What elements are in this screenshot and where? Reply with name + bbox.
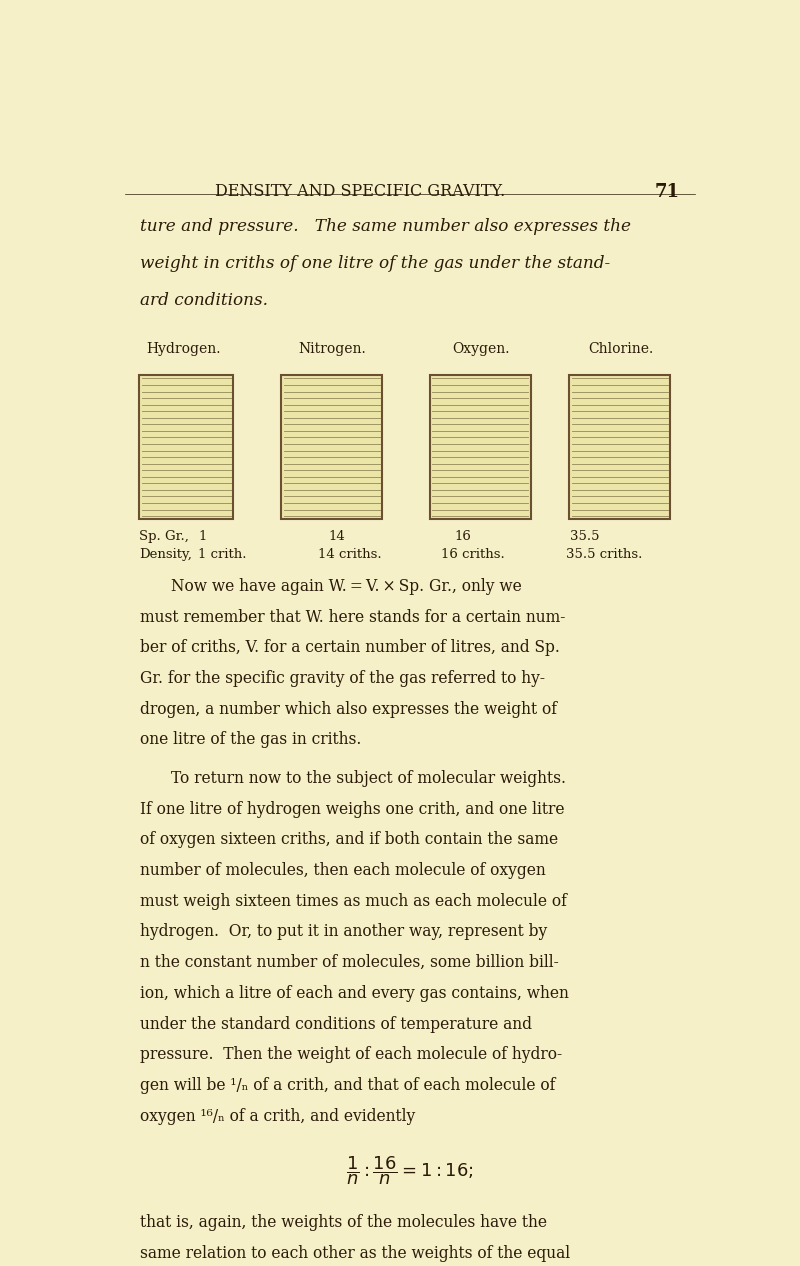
FancyBboxPatch shape	[430, 375, 531, 519]
Text: hydrogen.  Or, to put it in another way, represent by: hydrogen. Or, to put it in another way, …	[140, 923, 547, 941]
Text: 14: 14	[328, 530, 345, 543]
Text: $\dfrac{1}{n} : \dfrac{16}{n} = 1 : 16;$: $\dfrac{1}{n} : \dfrac{16}{n} = 1 : 16;$	[346, 1155, 474, 1186]
Text: If one litre of hydrogen weighs one crith, and one litre: If one litre of hydrogen weighs one crit…	[140, 800, 565, 818]
Text: 1: 1	[198, 530, 206, 543]
Text: drogen, a number which also expresses the weight of: drogen, a number which also expresses th…	[140, 701, 558, 718]
Text: must remember that W. here stands for a certain num-: must remember that W. here stands for a …	[140, 609, 566, 625]
FancyBboxPatch shape	[139, 375, 234, 519]
Text: Oxygen.: Oxygen.	[453, 342, 510, 356]
Text: Sp. Gr.,: Sp. Gr.,	[139, 530, 189, 543]
Text: 35.5 criths.: 35.5 criths.	[566, 548, 642, 561]
Text: ture and pressure.   The same number also expresses the: ture and pressure. The same number also …	[140, 218, 631, 235]
Text: 14 criths.: 14 criths.	[318, 548, 382, 561]
Text: must weigh sixteen times as much as each molecule of: must weigh sixteen times as much as each…	[140, 893, 567, 910]
Text: Now we have again W. = V. × Sp. Gr., only we: Now we have again W. = V. × Sp. Gr., onl…	[171, 577, 522, 595]
Text: that is, again, the weights of the molecules have the: that is, again, the weights of the molec…	[140, 1214, 547, 1232]
Text: 1 crith.: 1 crith.	[198, 548, 246, 561]
Text: Nitrogen.: Nitrogen.	[298, 342, 366, 356]
FancyBboxPatch shape	[281, 375, 382, 519]
Text: 16: 16	[454, 530, 471, 543]
Text: 71: 71	[654, 184, 680, 201]
Text: one litre of the gas in criths.: one litre of the gas in criths.	[140, 732, 362, 748]
Text: To return now to the subject of molecular weights.: To return now to the subject of molecula…	[171, 770, 566, 787]
Text: same relation to each other as the weights of the equal: same relation to each other as the weigh…	[140, 1246, 570, 1262]
FancyBboxPatch shape	[570, 375, 670, 519]
Text: ion, which a litre of each and every gas contains, when: ion, which a litre of each and every gas…	[140, 985, 569, 1001]
Text: pressure.  Then the weight of each molecule of hydro-: pressure. Then the weight of each molecu…	[140, 1046, 562, 1063]
Text: Gr. for the specific gravity of the gas referred to hy-: Gr. for the specific gravity of the gas …	[140, 670, 546, 687]
Text: 35.5: 35.5	[570, 530, 599, 543]
Text: Density,: Density,	[139, 548, 192, 561]
Text: n the constant number of molecules, some billion bill-: n the constant number of molecules, some…	[140, 955, 559, 971]
Text: Hydrogen.: Hydrogen.	[146, 342, 221, 356]
Text: DENSITY AND SPECIFIC GRAVITY.: DENSITY AND SPECIFIC GRAVITY.	[215, 184, 506, 200]
Text: of oxygen sixteen criths, and if both contain the same: of oxygen sixteen criths, and if both co…	[140, 832, 558, 848]
Text: ard conditions.: ard conditions.	[140, 292, 268, 309]
Text: weight in criths of one litre of the gas under the stand-: weight in criths of one litre of the gas…	[140, 256, 610, 272]
Text: under the standard conditions of temperature and: under the standard conditions of tempera…	[140, 1015, 532, 1033]
Text: number of molecules, then each molecule of oxygen: number of molecules, then each molecule …	[140, 862, 546, 879]
Text: Chlorine.: Chlorine.	[588, 342, 654, 356]
Text: ber of criths, V. for a certain number of litres, and Sp.: ber of criths, V. for a certain number o…	[140, 639, 560, 656]
Text: gen will be ¹/ₙ of a crith, and that of each molecule of: gen will be ¹/ₙ of a crith, and that of …	[140, 1077, 556, 1094]
Text: 16 criths.: 16 criths.	[441, 548, 505, 561]
Text: oxygen ¹⁶/ₙ of a crith, and evidently: oxygen ¹⁶/ₙ of a crith, and evidently	[140, 1108, 415, 1124]
